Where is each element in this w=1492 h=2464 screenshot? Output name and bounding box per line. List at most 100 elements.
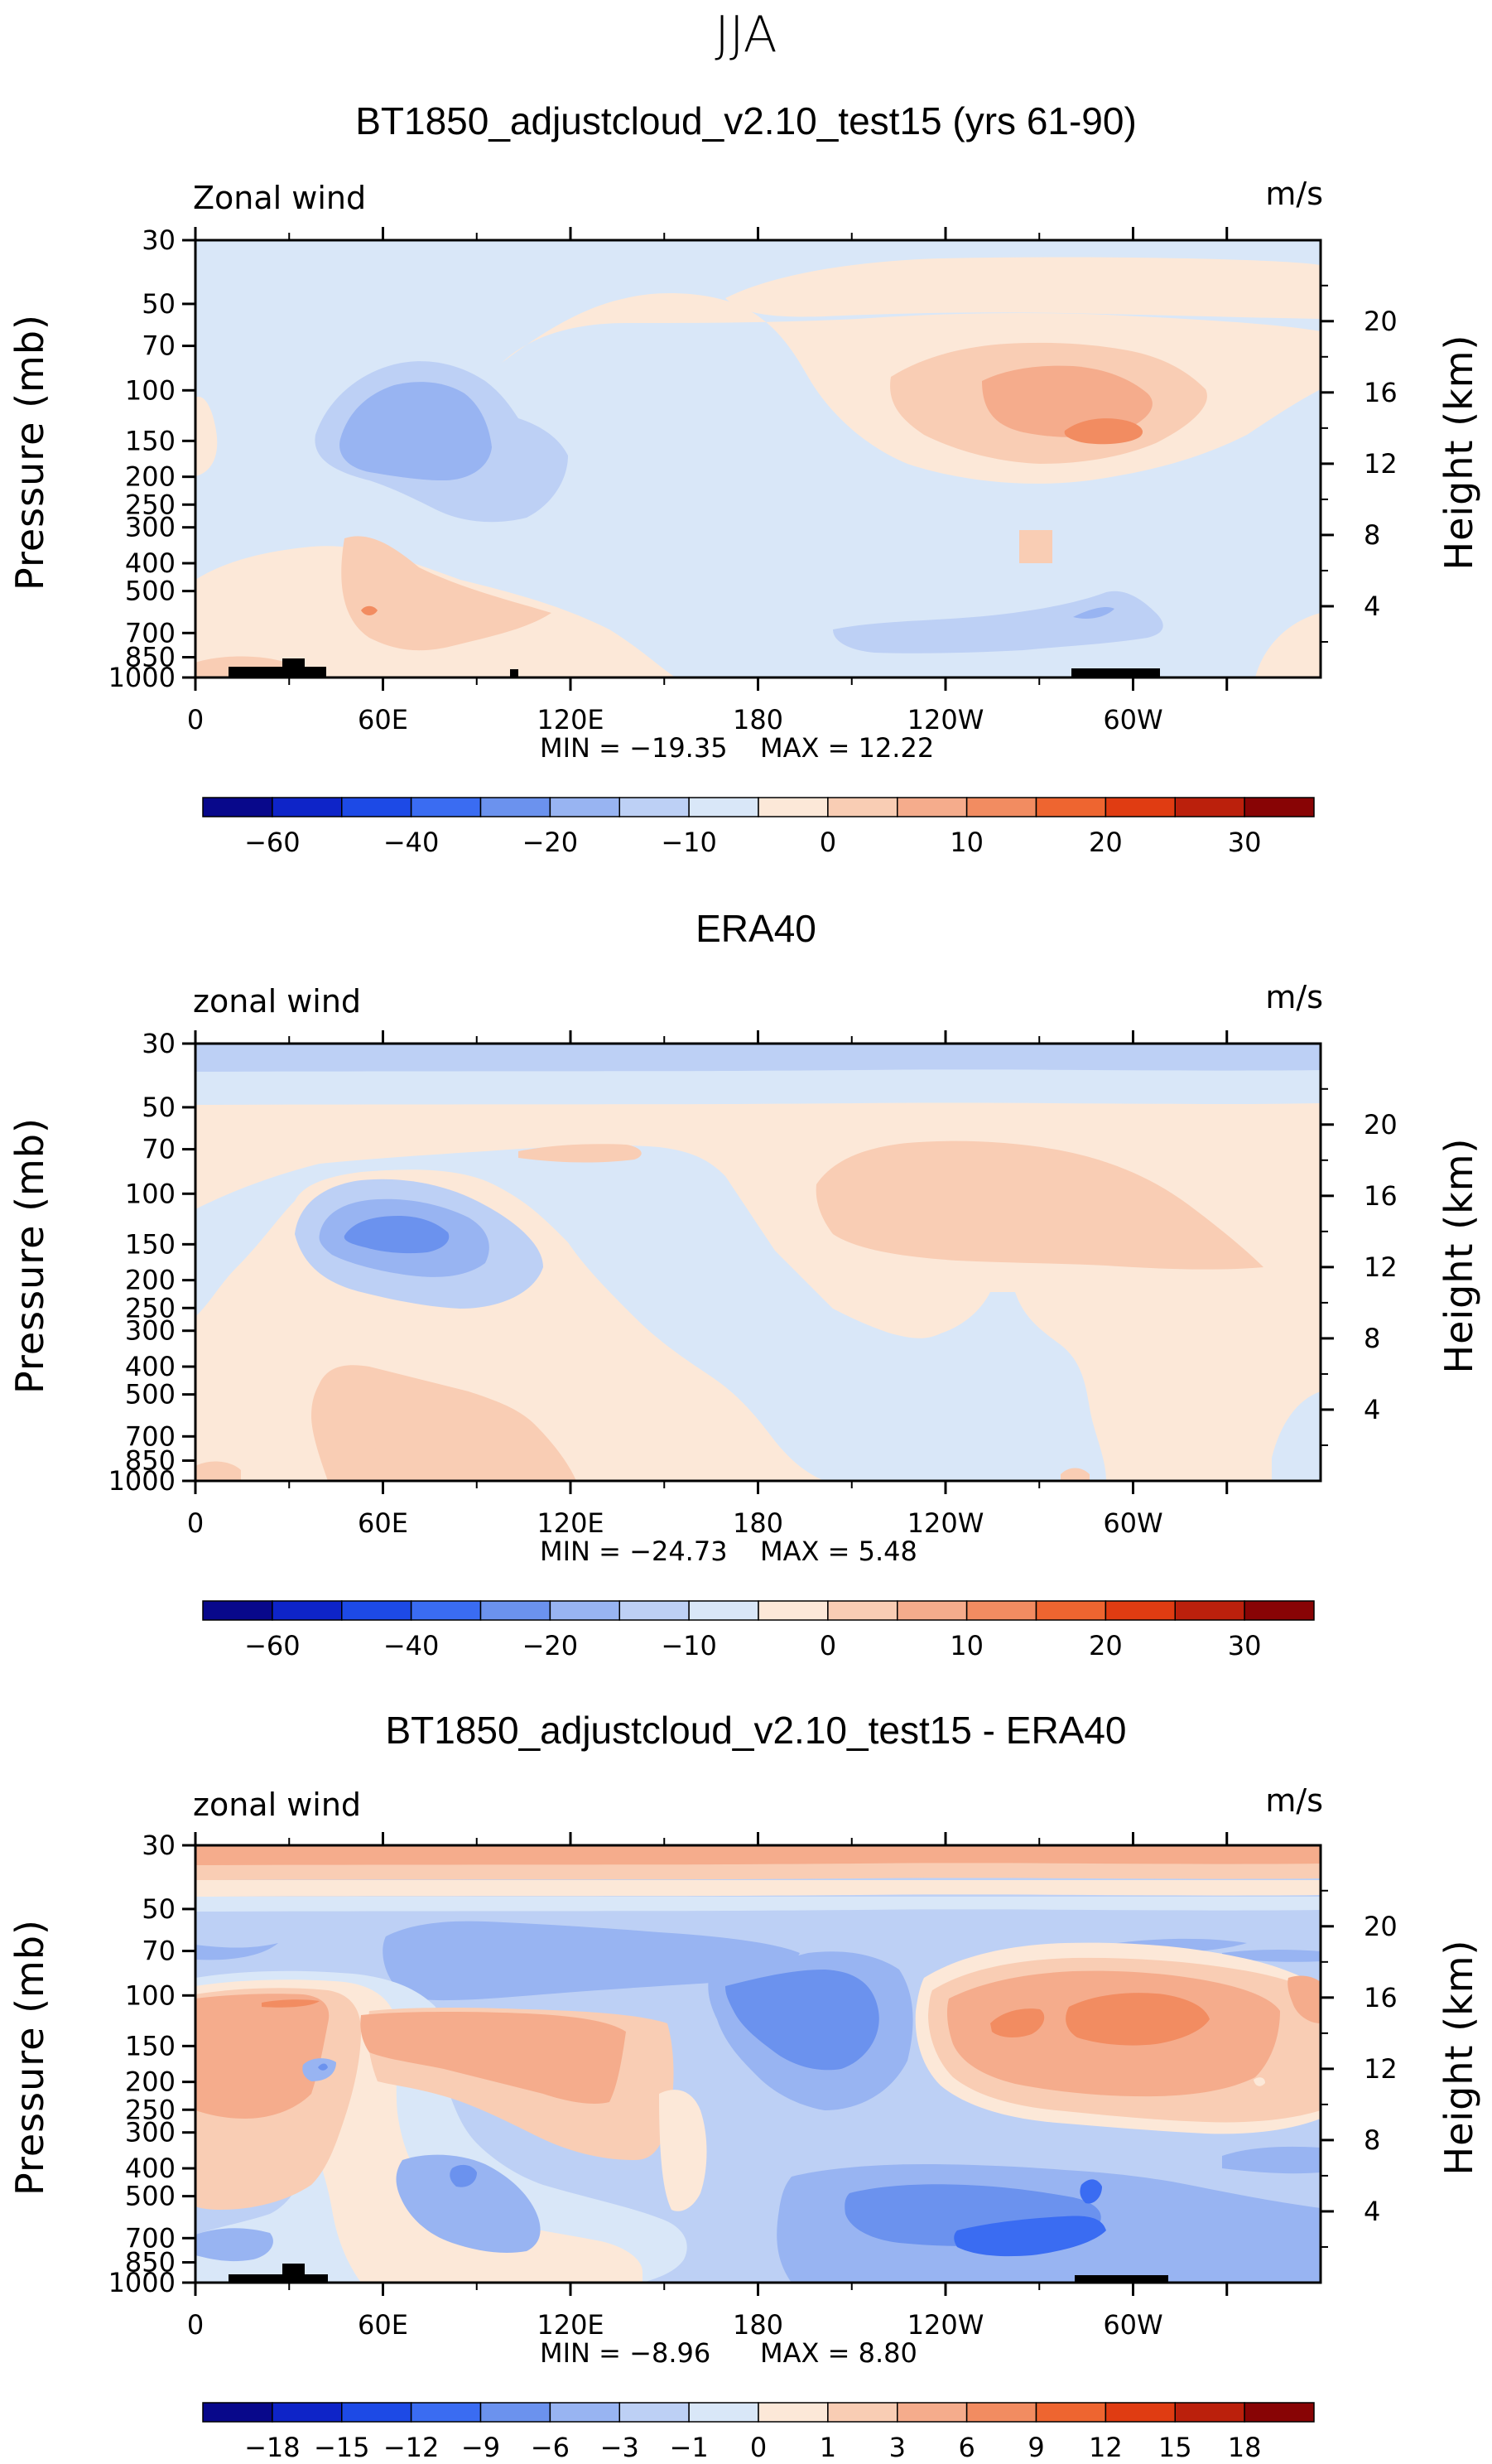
contour-fill	[1080, 2179, 1102, 2204]
x-tick-label: 120E	[537, 1507, 604, 1539]
colorbar-swatch	[758, 797, 829, 817]
min-label: MIN = −24.73	[540, 1536, 728, 1567]
contour-fill	[659, 2090, 707, 2211]
y-axis-title: Pressure (mb)	[7, 1919, 52, 2196]
contour-fill	[195, 397, 218, 476]
colorbar-swatch	[965, 2402, 1037, 2423]
colorbar-swatch	[272, 1600, 343, 1621]
y-tick-label: 200	[125, 2066, 176, 2098]
panel-2: ERA40 zonal wind m/s 0 60E 120E 180 120W 60W 3…	[7, 907, 1481, 1661]
colorbar-swatch	[549, 2402, 620, 2423]
y-tick-label: 70	[142, 1936, 176, 1967]
colorbar-swatch	[688, 797, 759, 817]
y-tick-label: 150	[125, 1228, 176, 1260]
y-tick-label: 400	[125, 2153, 176, 2184]
y-tick-label: 150	[125, 2030, 176, 2061]
colorbar-swatch	[410, 1600, 482, 1621]
colorbar-swatch	[202, 797, 273, 817]
contour-fill	[360, 2011, 626, 2104]
contour-fill	[195, 1880, 1321, 1897]
panel-1-field	[195, 240, 1321, 677]
colorbar-label: 20	[1089, 1630, 1123, 1661]
panel-3-title: BT1850_adjustcloud_v2.10_test15 - ERA40	[385, 1709, 1126, 1752]
panel-3-variable-label: zonal wind	[193, 1787, 361, 1823]
colorbar-label: 30	[1228, 827, 1262, 858]
contour-fill	[195, 1845, 1321, 1865]
colorbar-label: −20	[522, 1630, 579, 1661]
colorbar-swatch	[1174, 797, 1245, 817]
contour-fill	[195, 1461, 241, 1481]
y-axis-title: Pressure (mb)	[7, 314, 52, 591]
y-tick-label: 150	[125, 425, 176, 456]
x-tick-label: 120W	[907, 2309, 984, 2341]
colorbar-swatch	[1105, 2402, 1176, 2423]
y2-tick-label: 12	[1364, 448, 1398, 480]
y-tick-label: 30	[142, 1830, 176, 1861]
x-tick-label: 120W	[907, 1507, 984, 1539]
y-tick-label: 250	[125, 2094, 176, 2125]
colorbar-swatch	[965, 1600, 1037, 1621]
y-tick-label: 250	[125, 1292, 176, 1324]
colorbar-swatch	[897, 2402, 968, 2423]
contour-fill	[518, 1144, 642, 1163]
colorbar-swatch	[479, 2402, 551, 2423]
y2-tick-label: 4	[1364, 591, 1380, 622]
contour-fill	[1222, 2146, 1321, 2174]
y-tick-label: 200	[125, 461, 176, 493]
y2-tick-label: 12	[1364, 1251, 1398, 1283]
panel-2-title: ERA40	[695, 907, 816, 950]
colorbar-swatch	[897, 1600, 968, 1621]
y2-tick-label: 16	[1364, 1180, 1398, 1212]
y-tick-label: 850	[125, 1445, 176, 1477]
colorbar-label: −1	[670, 2432, 709, 2463]
x-tick-label: 120E	[537, 2309, 604, 2341]
y-tick-label: 850	[125, 2247, 176, 2278]
colorbar-swatch	[1035, 797, 1107, 817]
y-tick-label: 700	[125, 2222, 176, 2254]
colorbar-label: 6	[958, 2432, 975, 2463]
y-tick-label: 400	[125, 1351, 176, 1382]
colorbar-swatch	[1244, 1600, 1315, 1621]
y2-axis-title: Height (km)	[1437, 334, 1481, 570]
land	[1075, 2275, 1168, 2283]
contour-fill	[1066, 1993, 1210, 2046]
colorbar-swatch	[827, 1600, 898, 1621]
colorbar-swatch	[618, 1600, 690, 1621]
y-tick-label: 50	[142, 288, 176, 320]
panel-3: BT1850_adjustcloud_v2.10_test15 - ERA40 …	[7, 1709, 1481, 2463]
season-title: JJA	[715, 6, 777, 64]
y-tick-label: 400	[125, 547, 176, 579]
panel-2-field	[195, 1044, 1321, 1481]
colorbar-label: −40	[383, 1630, 440, 1661]
colorbar-swatch	[1035, 1600, 1107, 1621]
x-tick-label: 0	[187, 2309, 204, 2341]
colorbar-label: 3	[889, 2432, 906, 2463]
contour-fill	[195, 1897, 1321, 1912]
colorbar-swatch	[618, 797, 690, 817]
y-tick-label: 500	[125, 576, 176, 607]
panel-1-title: BT1850_adjustcloud_v2.10_test15 (yrs 61-…	[355, 99, 1137, 142]
contour-fill	[318, 2063, 328, 2071]
colorbar-label: 15	[1158, 2432, 1192, 2463]
colorbar-swatch	[202, 1600, 273, 1621]
y-tick-label: 250	[125, 489, 176, 520]
y-tick-label: 70	[142, 330, 176, 362]
y-tick-label: 700	[125, 617, 176, 649]
contour-fill	[262, 1999, 320, 2008]
colorbar-label: −20	[522, 827, 579, 858]
colorbar-swatch	[341, 2402, 412, 2423]
colorbar: −60 −40 −20 −10 0 10 20 30	[202, 797, 1315, 858]
colorbar-label: −10	[661, 1630, 717, 1661]
colorbar-swatch	[965, 797, 1037, 817]
y-tick-label: 100	[125, 1979, 176, 2011]
y2-tick-label: 20	[1364, 1109, 1398, 1140]
colorbar-label: −60	[244, 827, 301, 858]
panel-1: BT1850_adjustcloud_v2.10_test15 (yrs 61-…	[7, 99, 1481, 858]
max-label: MAX = 5.48	[760, 1536, 917, 1567]
panel-3-units-label: m/s	[1265, 1782, 1323, 1819]
contour-fill	[302, 2058, 336, 2081]
contour-fill	[339, 382, 492, 480]
contour-fill	[1222, 1949, 1321, 1962]
colorbar-label: 0	[820, 1630, 836, 1661]
colorbar: −18 −15 −12 −9 −6 −3 −1 0 1 3 6 9 12 15 18	[202, 2402, 1315, 2463]
